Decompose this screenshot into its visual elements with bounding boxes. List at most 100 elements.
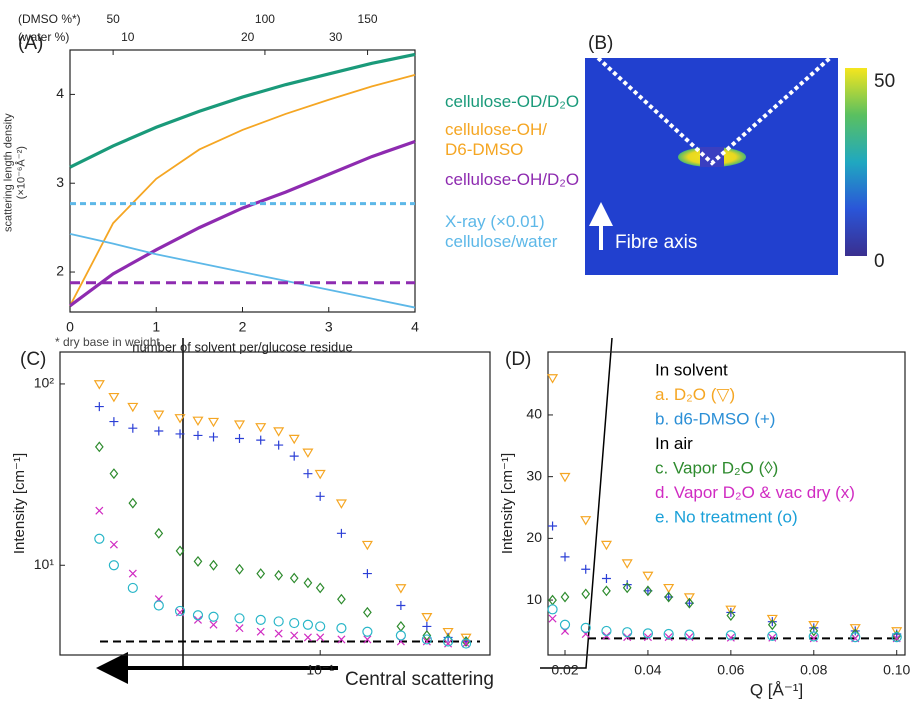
footnote: * dry base in weight <box>55 336 160 350</box>
data-point <box>290 435 299 443</box>
y-tick-label: 4 <box>56 85 64 101</box>
legend-label: e. No treatment (o) <box>655 507 798 526</box>
x-tick-label: 2 <box>239 319 247 335</box>
data-point <box>256 424 265 432</box>
data-point <box>561 552 570 561</box>
data-point <box>256 436 265 445</box>
x-axis-label: Q [Å⁻¹] <box>750 680 803 699</box>
data-point <box>291 632 298 639</box>
data-point <box>561 620 570 629</box>
data-point <box>128 424 137 433</box>
legend-label: b. d6-DMSO (+) <box>655 409 775 428</box>
panel-label: (B) <box>588 33 613 54</box>
data-point <box>210 561 217 570</box>
data-point <box>549 615 556 622</box>
data-point <box>257 628 264 635</box>
data-point <box>290 619 299 628</box>
colorbar-tick-label: 50 <box>874 71 895 92</box>
data-point <box>209 432 218 441</box>
x-tick-label: 0.06 <box>717 662 744 678</box>
data-point <box>602 574 611 583</box>
data-point <box>110 541 117 548</box>
data-point <box>809 632 818 641</box>
data-point <box>257 569 264 578</box>
x-tick-label: 0 <box>66 319 74 335</box>
data-point <box>363 627 372 636</box>
data-point <box>665 634 672 641</box>
x-tick-label: 1 <box>152 319 160 335</box>
top-tick-label: 150 <box>358 12 378 26</box>
data-point <box>209 612 218 621</box>
y-tick-label: 10 <box>526 591 542 607</box>
x-tick-label: 0.08 <box>800 662 827 678</box>
y-axis-label: Intensity [cm⁻¹] <box>499 453 516 554</box>
data-point <box>582 589 589 598</box>
data-point <box>364 608 371 617</box>
data-point <box>209 418 218 426</box>
data-point <box>548 375 557 383</box>
data-point <box>548 605 557 614</box>
data-point <box>109 561 118 570</box>
data-point <box>337 624 346 633</box>
series-line <box>70 141 415 305</box>
data-point <box>397 622 404 631</box>
data-point <box>623 560 632 568</box>
data-point <box>603 586 610 595</box>
top-tick-label: 20 <box>241 30 255 44</box>
data-point <box>110 469 117 478</box>
data-point <box>290 452 299 461</box>
guide-line <box>540 338 612 668</box>
data-point <box>129 570 136 577</box>
data-point <box>274 428 283 436</box>
top-tick-label: 50 <box>106 12 120 26</box>
legend-label: a. D₂O (▽) <box>655 385 735 404</box>
data-point <box>275 630 282 637</box>
legend-label: cellulose-OD/D₂O <box>445 92 579 112</box>
data-point <box>422 614 431 622</box>
x-tick-label: 10⁻¹ <box>306 662 334 678</box>
x-tick-label: 3 <box>325 319 333 335</box>
top-tick-label: 100 <box>255 12 275 26</box>
y-tick-label: 2 <box>56 263 64 279</box>
data-point <box>275 571 282 580</box>
data-point <box>155 529 162 538</box>
data-point <box>316 471 325 479</box>
data-point <box>304 578 311 587</box>
plot-frame <box>60 352 490 655</box>
data-point <box>193 611 202 620</box>
legend-label: d. Vapor D₂O & vac dry (x) <box>655 483 855 502</box>
data-point <box>561 474 570 482</box>
data-point <box>561 592 568 601</box>
y-tick-label: 10¹ <box>34 556 55 572</box>
data-point <box>602 541 611 549</box>
data-point <box>154 411 163 419</box>
data-point <box>235 434 244 443</box>
data-point <box>129 499 136 508</box>
data-point <box>643 572 652 580</box>
data-point <box>236 625 243 632</box>
data-point <box>194 557 201 566</box>
data-point <box>337 500 346 508</box>
panel-label: (C) <box>20 349 46 370</box>
data-point <box>210 621 217 628</box>
y-tick-label: 3 <box>56 174 64 190</box>
data-point <box>128 583 137 592</box>
data-point <box>154 427 163 436</box>
data-point <box>109 394 118 402</box>
data-point <box>256 615 265 624</box>
legend-header: In solvent <box>655 360 728 379</box>
data-point <box>291 574 298 583</box>
panel-label: (D) <box>505 349 531 370</box>
x-tick-label: 0.10 <box>883 662 910 678</box>
data-point <box>422 622 431 631</box>
legend-label: c. Vapor D₂O (◊) <box>655 458 778 477</box>
legend-label: cellulose-OH/D₂O <box>445 170 579 190</box>
x-tick-label: 0.02 <box>551 662 578 678</box>
data-point <box>317 634 324 641</box>
data-point <box>664 585 673 593</box>
top-tick-label: 30 <box>329 30 343 44</box>
data-point <box>303 620 312 629</box>
data-point <box>548 522 557 531</box>
top-tick-label: 10 <box>121 30 135 44</box>
data-point <box>95 381 104 389</box>
